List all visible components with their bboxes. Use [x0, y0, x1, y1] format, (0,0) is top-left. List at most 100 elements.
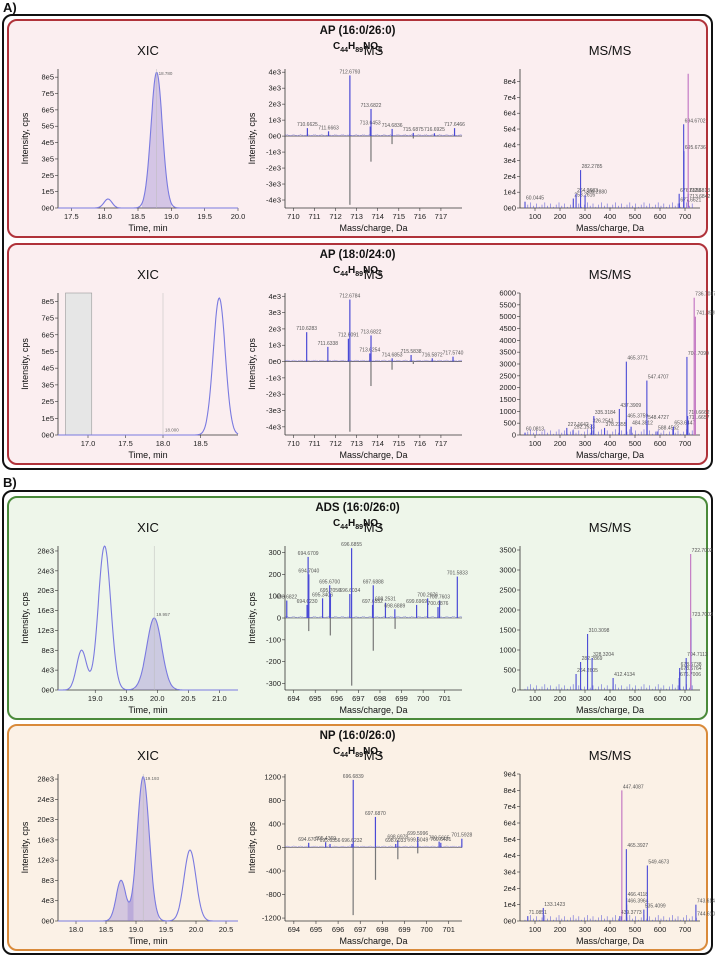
x-axis-label: Mass/charge, Da	[339, 223, 407, 233]
y-tick-label: 5e4	[503, 125, 516, 134]
x-tick-label: 713	[350, 212, 363, 221]
x-axis-label: Mass/charge, Da	[576, 936, 644, 946]
y-tick-label: -3e3	[266, 406, 281, 415]
y-tick-label: 16e3	[37, 835, 54, 844]
chart-title: MS/MS	[589, 748, 632, 763]
y-tick-label: 0e0	[41, 204, 54, 213]
peak-label: 548.4727	[648, 415, 669, 421]
peak-label: 712.6813	[689, 188, 710, 194]
y-tick-label: 9e4	[503, 770, 516, 779]
x-tick-label: 698	[376, 925, 389, 934]
xic-trace	[58, 545, 238, 691]
x-tick-label: 694	[287, 694, 300, 703]
peak-label: 465.3927	[627, 843, 648, 849]
y-tick-label: 4e3	[268, 292, 281, 301]
peak-label: 677.6621	[680, 197, 701, 203]
peak-label: 713.6254	[359, 347, 380, 353]
y-tick-label: 5e4	[503, 835, 516, 844]
x-axis-label: Time, min	[128, 936, 167, 946]
y-tick-label: 0e0	[41, 686, 54, 695]
y-tick-label: 1500	[499, 626, 516, 635]
y-tick-label: 4000	[499, 336, 516, 345]
y-tick-label: 0e0	[268, 357, 281, 366]
peak-label: 717.5740	[443, 351, 464, 357]
y-axis-label: Intensity, cps	[20, 821, 30, 873]
chart-msms-1: MS/MS 100 200 300 400 500 600 700 0 500 1000 1500 20…	[499, 267, 715, 460]
y-tick-label: 2e4	[503, 884, 516, 893]
peak-label: 60.0813	[526, 427, 544, 433]
peak-label: 741.3985	[696, 311, 715, 317]
y-tick-label: 1500	[499, 395, 516, 404]
x-tick-label: 711	[309, 212, 321, 221]
x-tick-label: 200	[554, 439, 567, 448]
x-tick-label: 19.5	[119, 694, 134, 703]
y-axis-label: Intensity, cps	[20, 112, 30, 164]
y-tick-label: 0e0	[268, 132, 281, 141]
section-b-frame	[2, 490, 713, 955]
x-tick-label: 20.0	[189, 925, 204, 934]
peak-label: 549.4673	[648, 859, 669, 865]
peak-label: 465.3759	[627, 414, 648, 420]
peak-label: 310.3098	[589, 628, 610, 634]
x-tick-label: 699	[398, 925, 411, 934]
chart-title: MS	[364, 267, 384, 282]
y-tick-label: 3500	[499, 546, 516, 555]
y-tick-label: 200	[268, 570, 281, 579]
panel-formula: C44H89NO4	[333, 746, 382, 759]
y-tick-label: 3e4	[503, 156, 516, 165]
y-tick-label: 2000	[499, 606, 516, 615]
x-axis-label: Time, min	[128, 705, 167, 715]
y-tick-label: 3e3	[268, 308, 281, 317]
chart-xic-1: XIC 17.0 17.5 18.0 18.5 0e0 1e5 2e5 3e5 4e5 5e5 6e5…	[20, 267, 239, 460]
peak-label: 715.6875	[403, 127, 424, 133]
x-axis-label: Mass/charge, Da	[576, 450, 644, 460]
y-tick-label: 3000	[499, 566, 516, 575]
peak-label: 466.4118	[628, 892, 649, 898]
y-tick-label: 4e4	[503, 851, 516, 860]
peak-label: 700.7603	[429, 595, 450, 601]
peak-label: 698.6889	[384, 603, 405, 609]
y-axis-label: Intensity, cps	[247, 338, 257, 390]
y-tick-label: -1e3	[266, 148, 281, 157]
y-tick-label: 800	[268, 796, 281, 805]
y-tick-label: 6e5	[41, 105, 54, 114]
peak-label: 716.5872	[422, 352, 443, 358]
x-tick-label: 200	[554, 694, 567, 703]
x-tick-label: 17.5	[118, 439, 133, 448]
peak-label: 713.6822	[361, 103, 382, 109]
peak-label: 698.6033	[385, 838, 406, 844]
peak-label: 699.6049	[407, 837, 428, 843]
peak-label: 736.7037	[695, 292, 715, 298]
y-tick-label: 1e3	[268, 116, 281, 125]
y-tick-label: 4e3	[41, 896, 54, 905]
y-tick-label: -2e3	[266, 390, 281, 399]
y-tick-label: 28e3	[37, 546, 54, 555]
y-tick-label: 1e4	[503, 900, 516, 909]
y-tick-label: 0e0	[41, 917, 54, 926]
x-tick-label: 697	[352, 694, 365, 703]
x-tick-label: 700	[679, 212, 692, 221]
x-tick-label: 694	[288, 925, 301, 934]
y-tick-label: 5e5	[41, 347, 54, 356]
y-tick-label: 8e3	[41, 876, 54, 885]
x-tick-label: 19.0	[129, 925, 144, 934]
y-tick-label: -3e3	[266, 180, 281, 189]
peak-label: 694.6709	[298, 551, 319, 557]
chart-ms-2: MS 694 695 696 697 698 699 700 701 -300 -200 -100 0 1…	[247, 520, 468, 715]
y-tick-label: 6e4	[503, 819, 516, 828]
y-tick-label: -100	[266, 635, 281, 644]
chart-title: MS	[364, 43, 384, 58]
section-label-a: A)	[3, 0, 17, 15]
y-tick-label: 7e5	[41, 314, 54, 323]
x-tick-label: 20.0	[150, 694, 165, 703]
peak-label: 701.5833	[447, 571, 468, 577]
x-tick-label: 696	[331, 694, 344, 703]
y-tick-label: 3e3	[268, 84, 281, 93]
peak-label: 714.6836	[382, 123, 403, 129]
peak-label: 695.6700	[319, 579, 340, 585]
section-label-b: B)	[3, 475, 17, 490]
y-tick-label: 300	[268, 548, 281, 557]
x-tick-label: 695	[310, 925, 323, 934]
x-tick-label: 17.5	[64, 212, 79, 221]
x-tick-label: 698	[374, 694, 387, 703]
